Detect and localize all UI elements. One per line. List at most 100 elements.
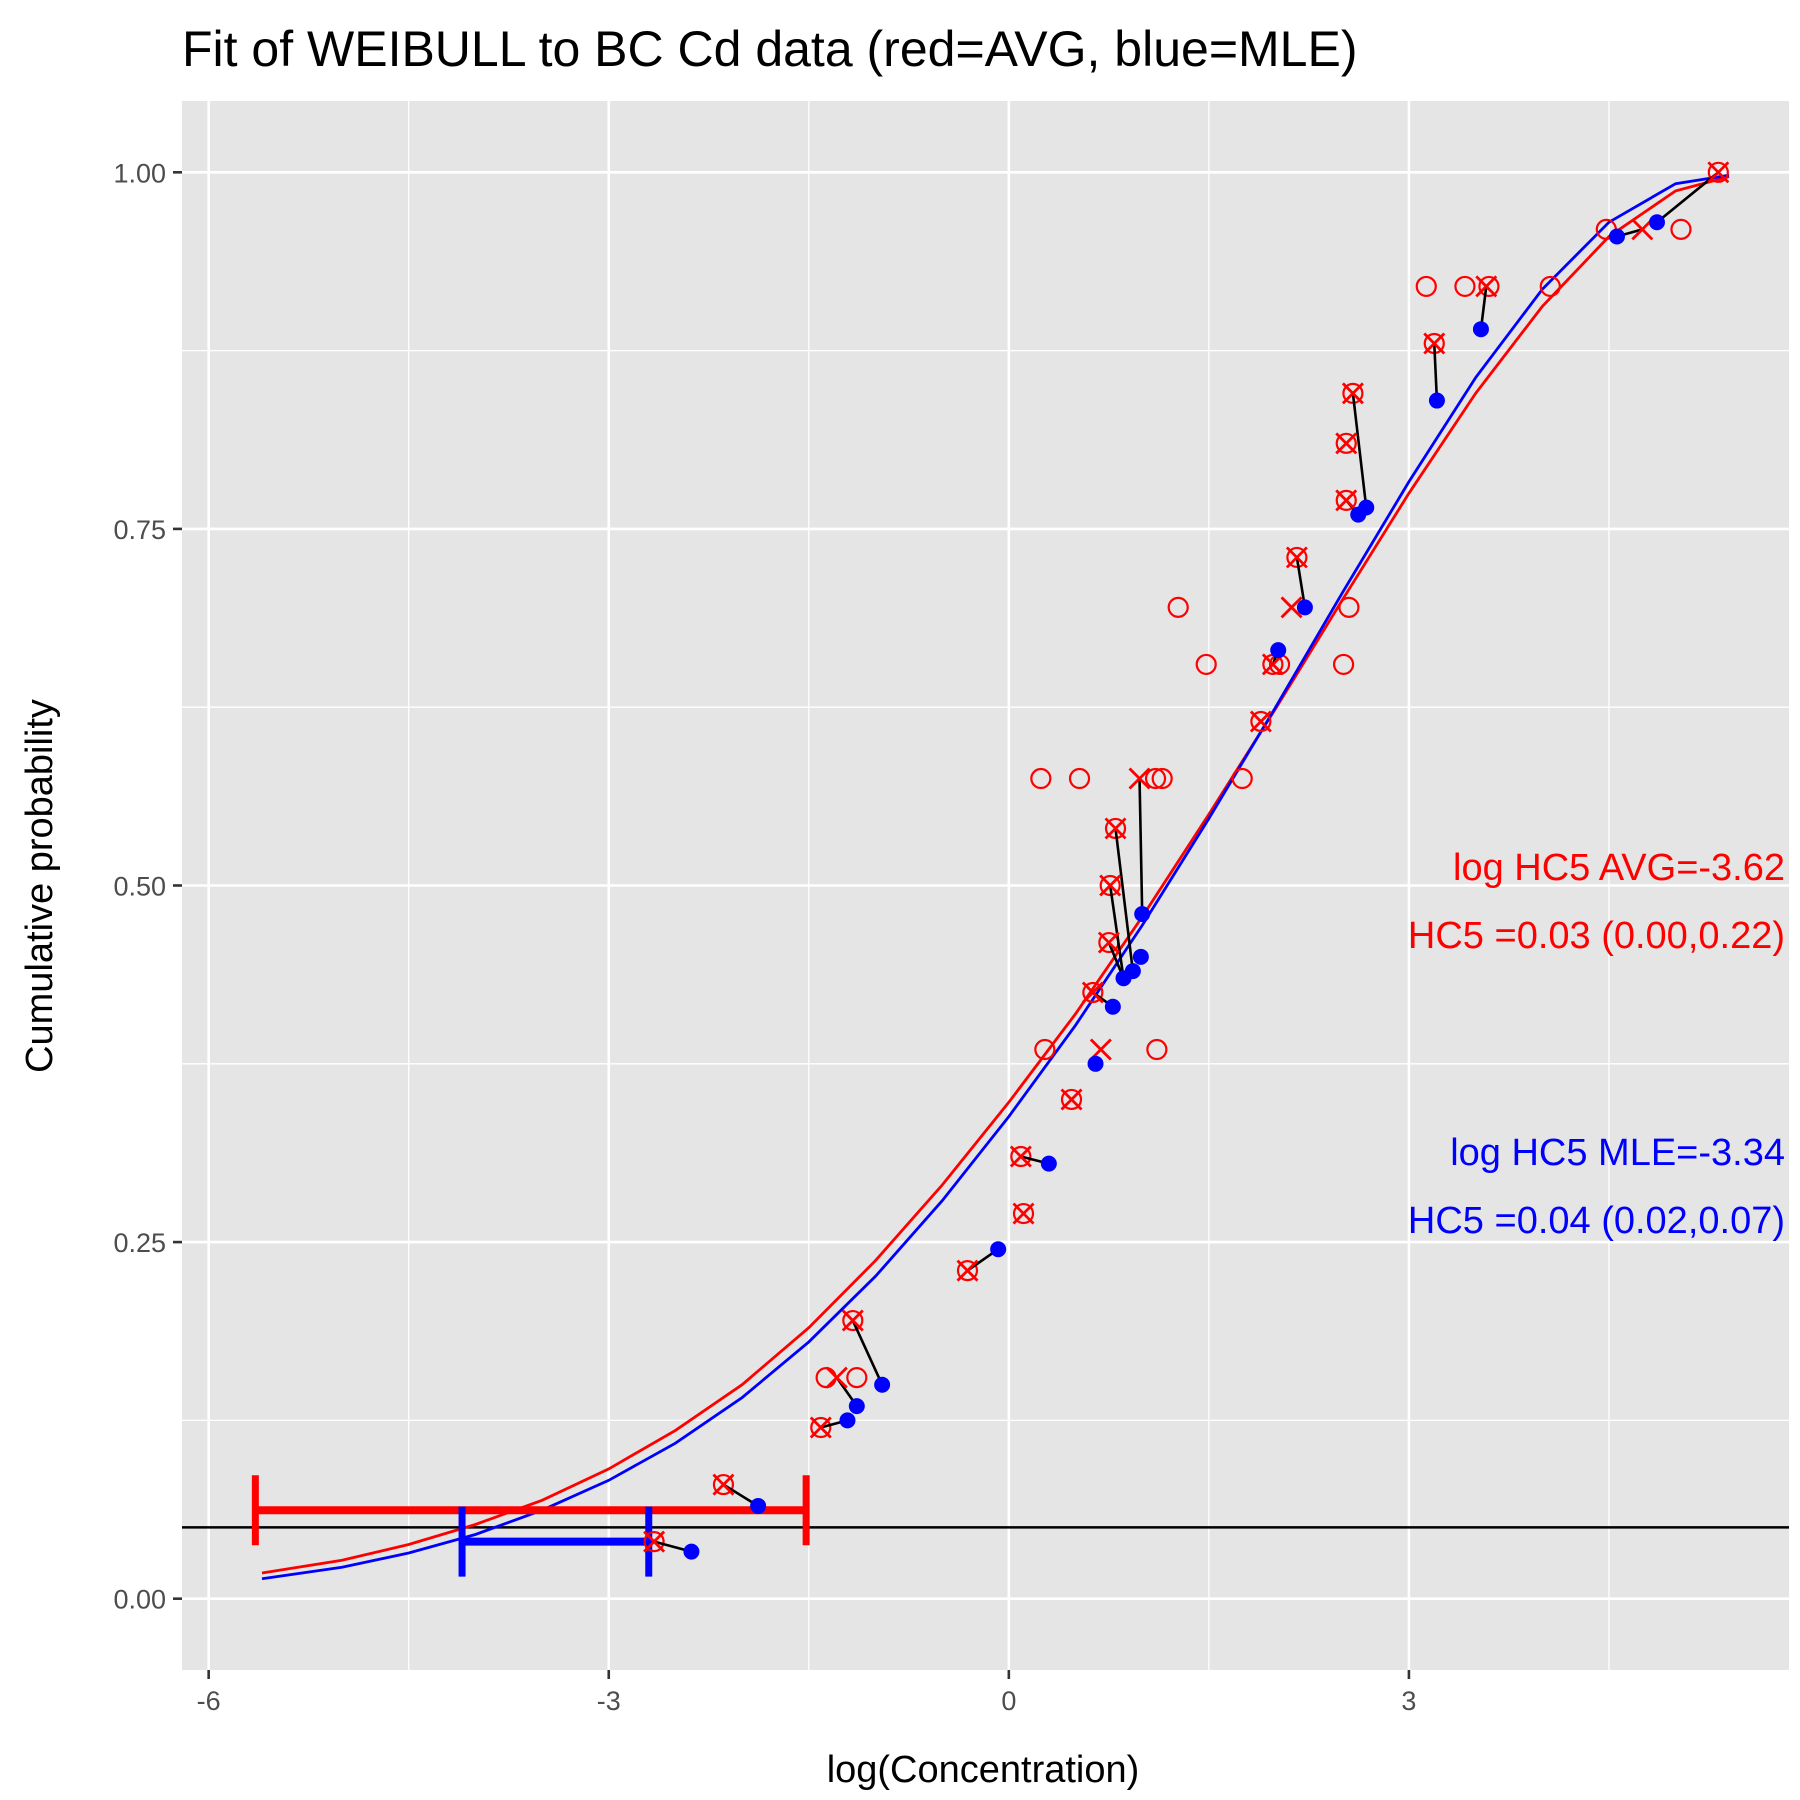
data-circle	[1670, 218, 1692, 240]
cross-stroke	[1335, 432, 1358, 455]
avg-cross-marker	[1335, 489, 1358, 512]
data-circle	[1034, 1038, 1056, 1061]
avg-cross-marker	[1104, 817, 1127, 840]
data-circle	[1068, 767, 1091, 790]
data-circle	[846, 1366, 868, 1389]
avg-cross-marker	[712, 1473, 735, 1496]
avg-cross-marker	[841, 1309, 864, 1332]
cross-stroke	[1097, 931, 1120, 954]
data-circle	[1478, 275, 1500, 298]
data-circle	[1099, 874, 1121, 897]
data-layer	[182, 161, 1789, 1581]
data-link	[1138, 778, 1144, 915]
mle-point	[1270, 642, 1287, 659]
avg-log-hc5-label: log HC5 AVG=-3.62	[1453, 847, 1785, 889]
cross-stroke	[643, 1530, 666, 1553]
cross-stroke	[1099, 874, 1122, 897]
avg-cross-marker	[1081, 981, 1104, 1004]
mle-point	[750, 1497, 767, 1514]
mle-log-hc5-label: log HC5 MLE=-3.34	[1450, 1132, 1785, 1174]
mle-point	[1648, 214, 1665, 231]
avg-cross-marker	[1249, 710, 1272, 733]
cross-stroke	[825, 1366, 848, 1389]
cross-stroke	[1423, 332, 1446, 355]
data-link	[1432, 343, 1439, 401]
mle-point	[1472, 321, 1489, 338]
data-link	[851, 1320, 884, 1386]
grid-lines	[182, 101, 1789, 1670]
mle-point	[1296, 599, 1313, 616]
mle-point	[1428, 392, 1445, 409]
mle-point	[1134, 906, 1151, 923]
cross-stroke	[1009, 1145, 1032, 1168]
avg-cross-marker	[1631, 218, 1654, 241]
data-circle	[1415, 275, 1437, 298]
avg-cross-marker	[1009, 1145, 1032, 1168]
cross-stroke	[841, 1309, 864, 1332]
cross-stroke	[1631, 218, 1654, 241]
avg-hc5-label: HC5 =0.03 (0.00,0.22)	[1408, 915, 1785, 957]
cross-stroke	[1475, 275, 1498, 298]
data-circle	[1539, 275, 1561, 298]
cross-stroke	[1707, 161, 1730, 184]
data-circle	[643, 1531, 665, 1553]
x-tick-label: 3	[1401, 1686, 1416, 1716]
data-circle	[1195, 653, 1217, 676]
cross-stroke	[1081, 981, 1104, 1004]
avg-cross-marker	[1060, 1088, 1083, 1111]
mle-hc5-label: HC5 =0.04 (0.02,0.07)	[1408, 1200, 1785, 1242]
data-circle	[1707, 161, 1729, 183]
data-circle	[1146, 1038, 1168, 1061]
mle-point	[839, 1412, 856, 1429]
avg-cross-marker	[1128, 767, 1151, 790]
mle-point	[1608, 228, 1625, 245]
data-circle	[1231, 767, 1253, 790]
data-circle	[1286, 546, 1308, 569]
data-link	[1108, 885, 1125, 979]
avg-cross-marker	[1707, 161, 1730, 184]
x-tick-label: -6	[197, 1686, 221, 1716]
y-tick-label: 0.00	[113, 1585, 166, 1615]
cross-stroke	[1104, 817, 1127, 840]
data-link	[1351, 393, 1368, 508]
data-circle	[1082, 981, 1104, 1004]
mle-point	[848, 1398, 865, 1415]
avg-cross-marker	[1285, 546, 1308, 569]
avg-cross-marker	[1280, 596, 1303, 619]
avg-cross-marker	[825, 1366, 848, 1389]
avg-cross-marker	[1475, 275, 1498, 298]
cross-stroke	[1060, 1088, 1083, 1111]
cross-stroke	[809, 1416, 832, 1439]
cross-stroke	[1128, 767, 1151, 790]
avg-cross-marker	[1097, 931, 1120, 954]
data-circle	[810, 1416, 832, 1439]
y-tick-label: 0.75	[113, 515, 166, 545]
data-link	[1295, 557, 1307, 608]
data-circle	[842, 1309, 864, 1332]
avg-cross-marker	[956, 1259, 979, 1282]
data-circle	[1335, 432, 1357, 454]
cross-stroke	[712, 1473, 735, 1496]
hc5-interval-avg	[251, 1475, 810, 1546]
data-circle	[1060, 1088, 1083, 1111]
data-circle	[956, 1260, 979, 1282]
mle-point	[874, 1376, 891, 1393]
x-axis-title: log(Concentration)	[827, 1749, 1140, 1791]
mle-point	[1124, 963, 1141, 980]
avg-cross-marker	[809, 1416, 832, 1439]
y-tick-label: 0.50	[113, 872, 166, 902]
data-circle	[1338, 596, 1360, 618]
mle-point	[1104, 998, 1121, 1015]
mle-point	[683, 1543, 700, 1560]
mle-point	[1358, 499, 1375, 516]
mle-point	[1087, 1055, 1104, 1072]
mle-point	[1132, 948, 1149, 965]
y-axis-title: Cumulative probability	[19, 699, 61, 1073]
data-circle	[1250, 710, 1272, 733]
avg-cross-marker	[643, 1530, 666, 1553]
data-circle	[1030, 767, 1052, 790]
cross-stroke	[1335, 489, 1358, 512]
data-circle	[1012, 1202, 1035, 1225]
axis-ticks: -6 -3 0 3 0.00 0.25 0.50 0.75 1.00	[113, 158, 1416, 1716]
data-circle	[1454, 275, 1476, 298]
